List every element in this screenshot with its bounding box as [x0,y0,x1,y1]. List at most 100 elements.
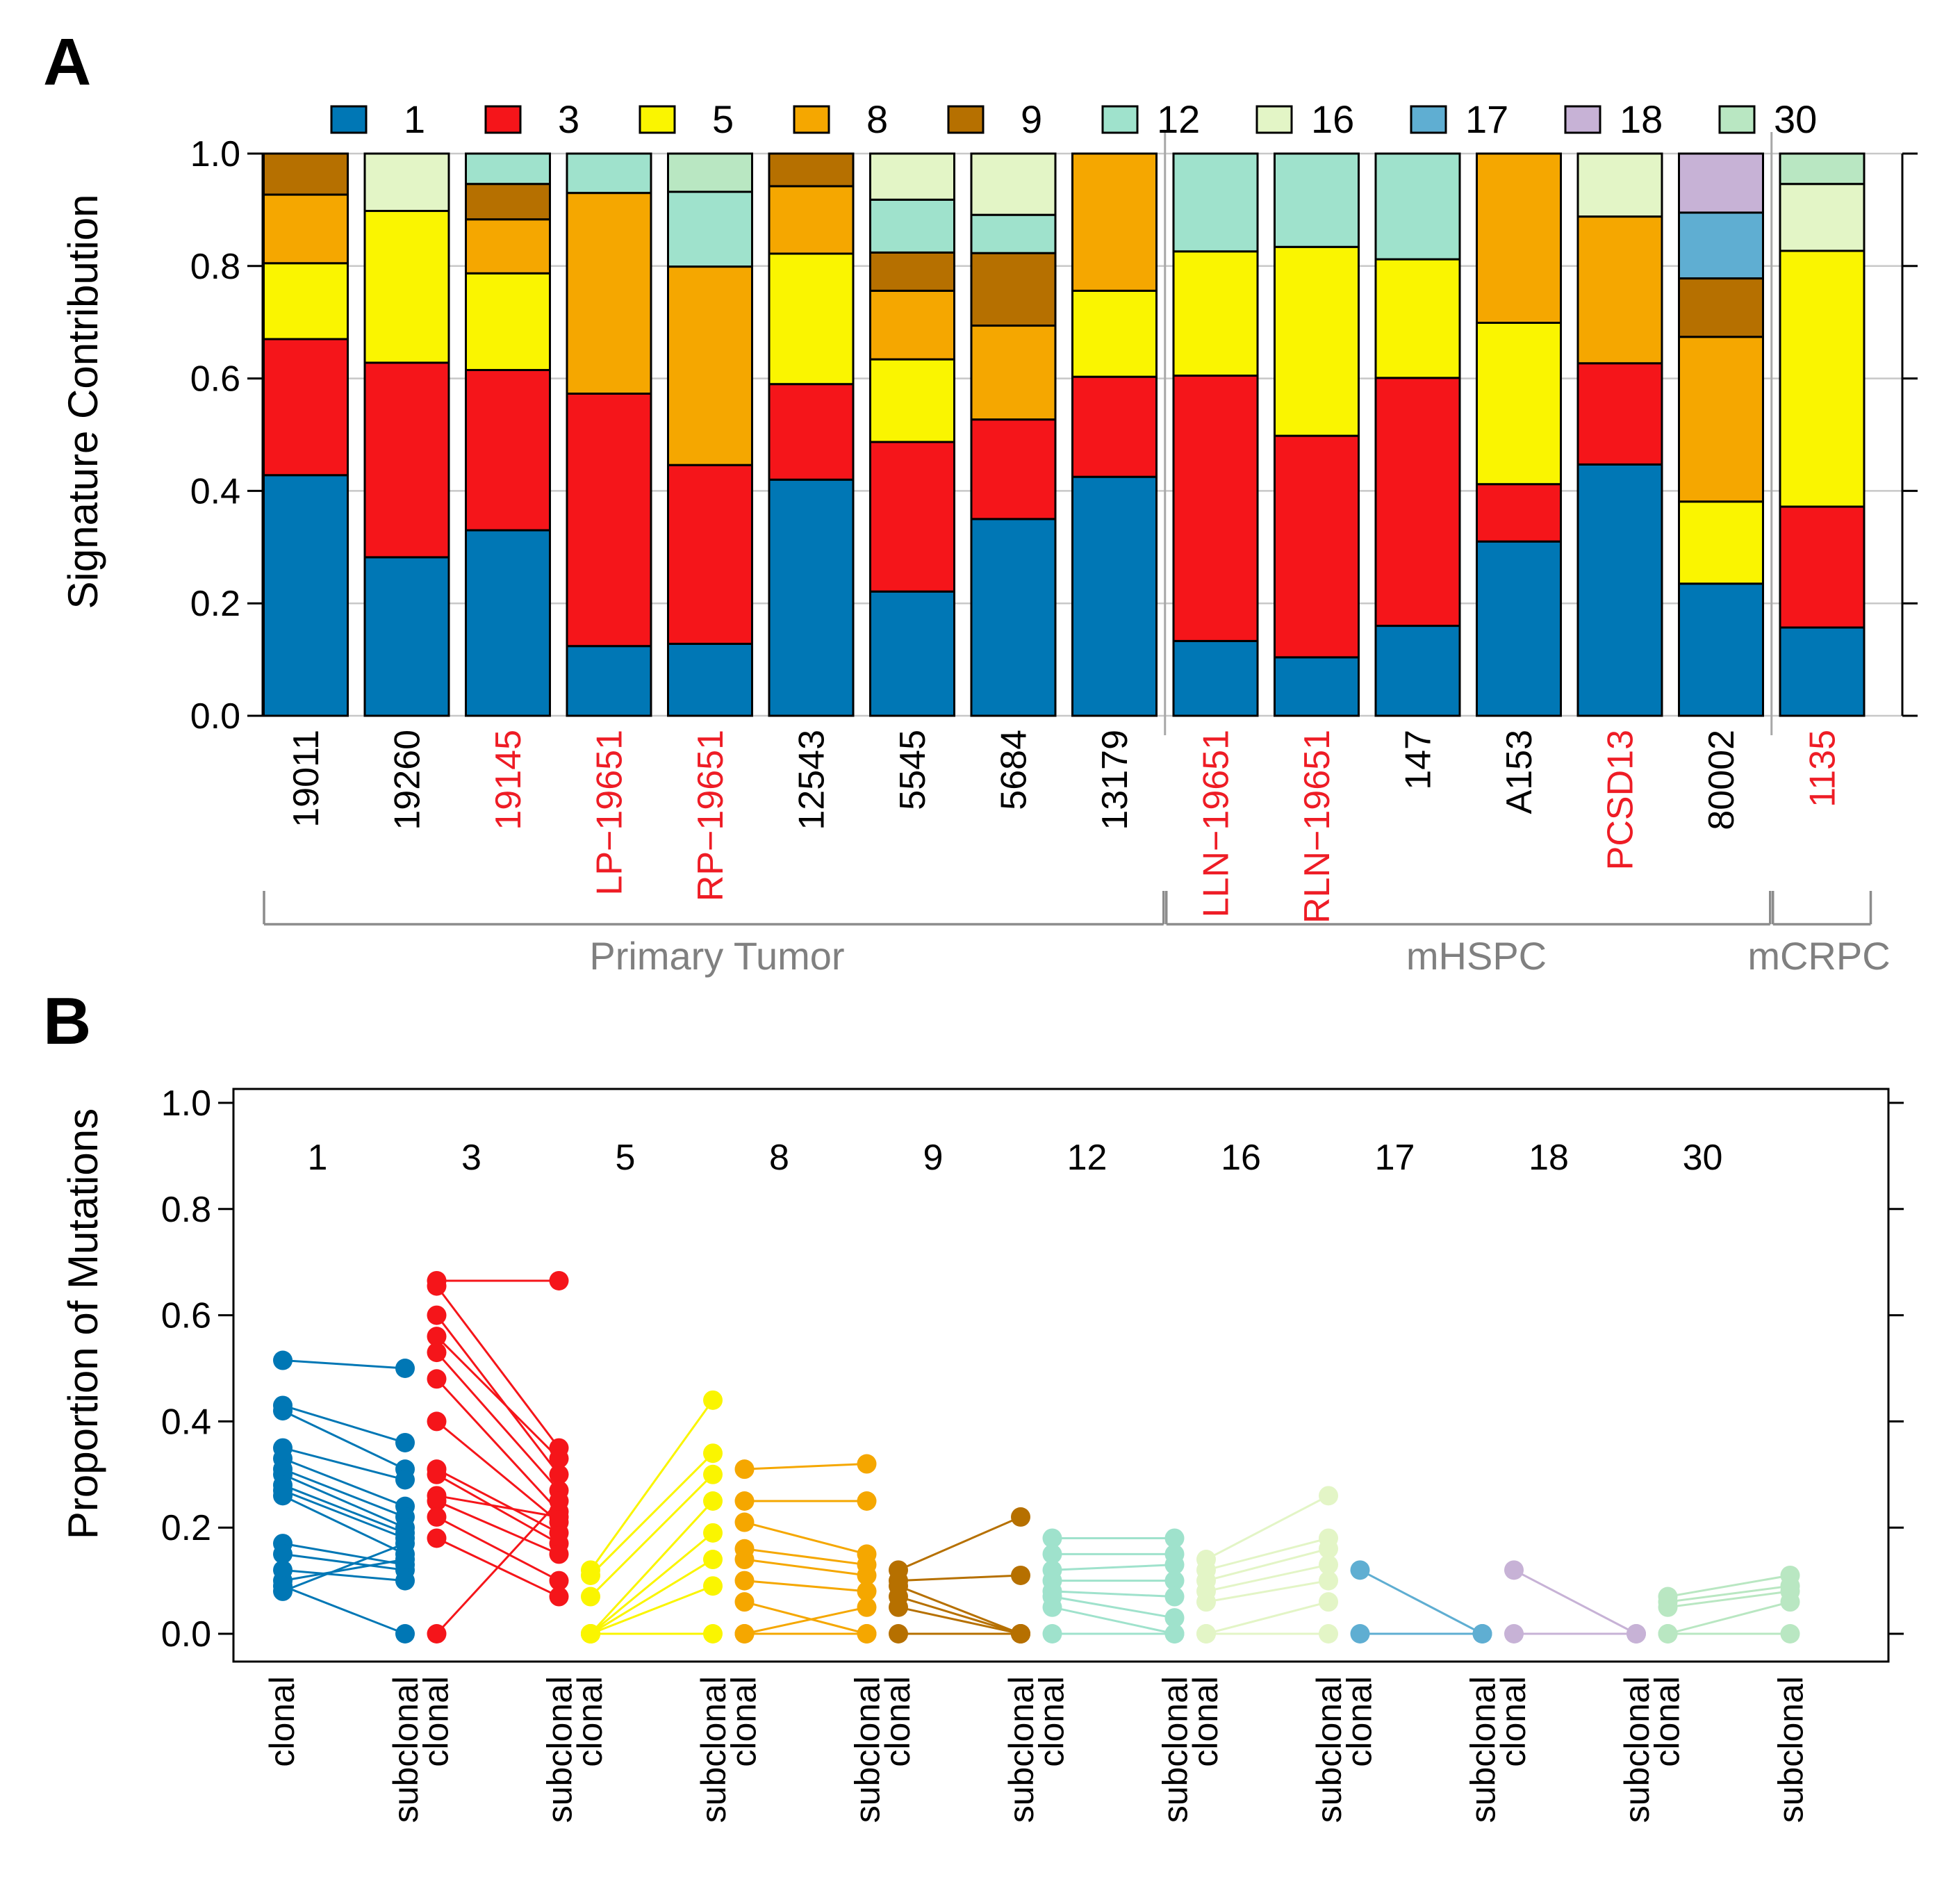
bar-segment-sig-3 [263,338,349,477]
clonal-point-sig-18 [1504,1560,1524,1580]
subclonal-point-sig-5 [703,1443,723,1464]
bar-segment-sig-5 [465,272,551,371]
bar-segment-sig-9 [465,183,551,221]
panel-a-y-axis-title: Signature Contribution [60,194,106,609]
pair-line-sig-8 [744,1606,867,1635]
y-tick-label: 1.0 [161,1083,211,1124]
x-label-subclonal: subclonal [1772,1676,1811,1823]
legend-swatch-8 [793,105,830,134]
panel-b: B 0.0 0.2 0.4 0.6 0.8 1.0 1 3 5 8 9 12 16 17 18 30 clo… [43,984,1904,1823]
bar-segment-sig-5 [1779,249,1866,508]
clonal-point-sig-8 [734,1491,755,1511]
panel-a: A 1 3 5 8 9 12 16 17 18 30 0.0 0.2 0.4 0.6 0.8 1.0 190… [43,25,1918,978]
pair-line-sig-3 [436,1420,560,1523]
bar-segment-sig-8 [1576,215,1663,365]
x-label-subclonal: subclonal [386,1676,425,1823]
bar-segment-sig-1 [1374,625,1461,717]
group-label: Primary Tumor [589,934,844,978]
legend-swatch-12 [1101,105,1139,134]
y-tick-label: 1.0 [190,134,240,174]
signature-header: 12 [1067,1138,1107,1178]
pair-line-sig-5 [590,1584,714,1635]
x-label-clonal: clonal [1032,1676,1071,1767]
x-label-clonal: clonal [1648,1676,1687,1767]
bar-segment-sig-12 [869,198,955,254]
legend-label: 30 [1774,97,1817,141]
pair-line-sig-9 [898,1584,1021,1635]
pair-line-sig-1 [282,1489,406,1539]
bar-segment-sig-5 [1274,245,1360,437]
x-label-subclonal: subclonal [848,1676,887,1823]
clonal-point-sig-16 [1196,1624,1216,1644]
legend-label: 5 [712,97,734,141]
signature-header: 18 [1529,1138,1569,1178]
bar-segment-sig-8 [263,193,349,265]
x-tick-label: 12543 [792,730,832,830]
signature-header: 1 [308,1138,328,1178]
clonal-point-sig-8 [734,1512,755,1532]
y-tick-label: 0.8 [190,247,240,287]
subclonal-point-sig-1 [395,1550,415,1570]
x-tick-label: 19011 [286,730,327,828]
bar-segment-sig-1 [1071,475,1158,717]
subclonal-point-sig-12 [1164,1571,1185,1591]
x-tick-label: 13179 [1095,730,1135,830]
subclonal-point-sig-5 [703,1576,723,1596]
subclonal-point-sig-8 [857,1454,877,1474]
clonal-point-sig-18 [1504,1624,1524,1644]
bar-segment-sig-16 [970,152,1057,216]
x-label-subclonal: subclonal [1002,1676,1041,1823]
bar-segment-sig-1 [1476,540,1562,717]
bar-segment-sig-9 [869,251,955,292]
x-tick-label: A153 [1499,730,1540,814]
bar-segment-sig-3 [768,383,855,481]
bar-segment-sig-1 [667,642,753,717]
bar-segment-sig-9 [768,152,855,188]
bar-segment-sig-8 [1678,336,1764,503]
panel-a-x-labels: 19011 19260 19145 LP−19651 RP−19651 12543 5545… [286,730,1843,924]
subclonal-point-sig-1 [395,1624,415,1644]
pair-line-sig-16 [1205,1495,1329,1561]
bar-segment-sig-16 [1779,183,1866,252]
legend-label: 9 [1021,97,1042,141]
pair-line-sig-5 [590,1532,714,1635]
subclonal-point-sig-8 [857,1581,877,1601]
panel-b-y-axis-title: Proportion of Mutations [60,1108,106,1539]
bar-segment-sig-3 [1172,375,1259,642]
bar-segment-sig-1 [1779,626,1866,717]
subclonal-point-sig-8 [857,1624,877,1644]
pair-line-sig-8 [744,1521,867,1555]
bar-segment-sig-1 [970,518,1057,717]
bar-segment-sig-12 [1274,152,1360,248]
clonal-point-sig-1 [273,1401,293,1421]
group-label: mHSPC [1406,934,1547,978]
x-label-clonal: clonal [878,1676,917,1767]
legend-label: 18 [1620,97,1663,141]
pair-line-sig-8 [744,1558,867,1577]
subclonal-point-sig-12 [1164,1587,1185,1607]
clonal-point-sig-16 [1196,1592,1216,1612]
clonal-point-sig-12 [1042,1528,1062,1548]
panel-b-plot-area: 1 3 5 8 9 12 16 17 18 30 [273,1138,1800,1644]
pair-line-sig-8 [744,1580,867,1593]
subclonal-point-sig-30 [1780,1624,1800,1644]
subclonal-point-sig-1 [395,1534,415,1554]
bar-segment-sig-5 [768,252,855,386]
subclonal-point-sig-1 [395,1432,415,1452]
x-label-subclonal: subclonal [1156,1676,1195,1823]
x-label-subclonal: subclonal [541,1676,579,1823]
x-label-subclonal: subclonal [694,1676,733,1823]
bar-segment-sig-5 [1678,500,1764,585]
clonal-point-sig-9 [889,1597,908,1617]
bar-segment-sig-8 [566,192,652,395]
pair-line-sig-3 [436,1494,559,1518]
x-label-clonal: clonal [570,1676,609,1767]
y-tick-label: 0.2 [190,584,240,624]
bar-segment-sig-5 [263,262,349,341]
pair-line-sig-1 [282,1409,406,1470]
pair-line-sig-3 [436,1468,560,1534]
clonal-point-sig-3 [427,1305,447,1325]
pair-line-sig-30 [1667,1584,1790,1603]
x-tick-label: RLN−19651 [1297,730,1337,924]
